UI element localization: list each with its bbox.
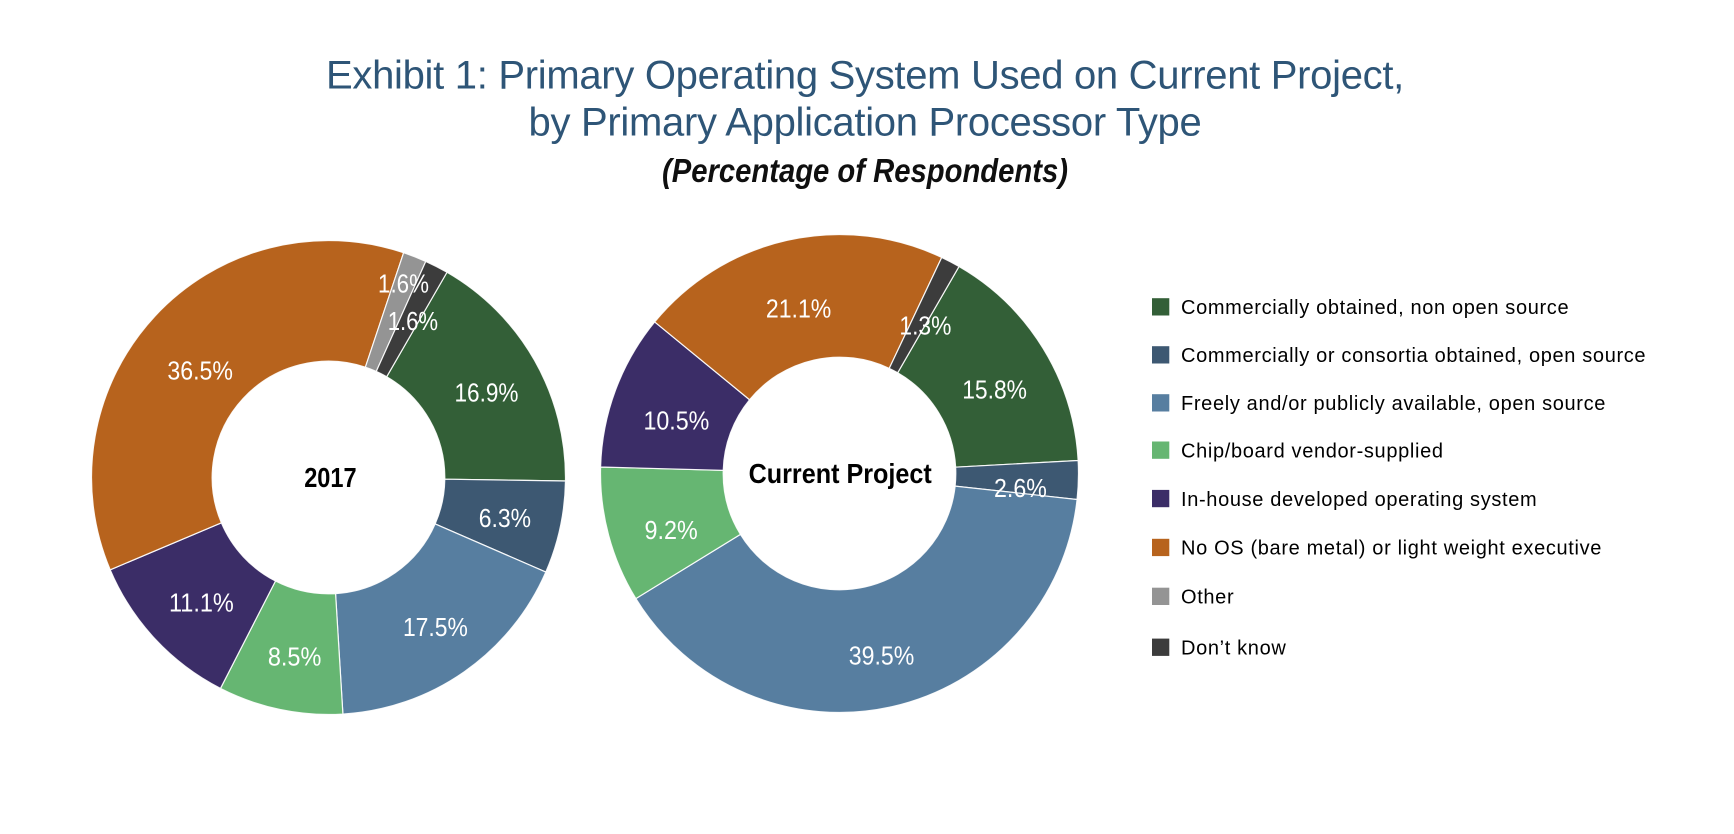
- svg-text:10.5%: 10.5%: [643, 406, 709, 436]
- svg-text:36.5%: 36.5%: [167, 356, 233, 386]
- svg-text:1.3%: 1.3%: [899, 311, 951, 341]
- svg-text:No OS (bare metal) or light we: No OS (bare metal) or light weight execu…: [1181, 538, 1602, 560]
- svg-text:6.3%: 6.3%: [479, 503, 531, 533]
- svg-text:Current Project: Current Project: [749, 458, 932, 489]
- svg-text:Chip/board vendor-supplied: Chip/board vendor-supplied: [1181, 440, 1444, 462]
- svg-text:15.8%: 15.8%: [962, 374, 1027, 404]
- svg-text:Don’t know: Don’t know: [1181, 638, 1286, 660]
- svg-text:39.5%: 39.5%: [849, 641, 915, 671]
- svg-text:Commercially or consortia obta: Commercially or consortia obtained, open…: [1181, 345, 1646, 367]
- svg-text:17.5%: 17.5%: [403, 612, 468, 642]
- svg-text:21.1%: 21.1%: [766, 294, 831, 324]
- svg-text:2.6%: 2.6%: [994, 473, 1047, 503]
- svg-text:Commercially obtained, non ope: Commercially obtained, non open source: [1181, 297, 1569, 319]
- svg-text:9.2%: 9.2%: [645, 515, 698, 545]
- svg-text:1.6%: 1.6%: [378, 269, 429, 299]
- svg-text:(Percentage of Respondents): (Percentage of Respondents): [662, 152, 1068, 189]
- svg-text:Other: Other: [1181, 587, 1234, 609]
- svg-text:8.5%: 8.5%: [268, 641, 322, 671]
- svg-text:by Primary Application Process: by Primary Application Processor Type: [529, 100, 1202, 144]
- svg-text:2017: 2017: [304, 462, 356, 493]
- svg-text:11.1%: 11.1%: [169, 588, 234, 618]
- svg-text:16.9%: 16.9%: [455, 378, 519, 408]
- svg-text:Freely and/or publicly availab: Freely and/or publicly available, open s…: [1181, 393, 1606, 415]
- svg-text:Exhibit 1: Primary Operating S: Exhibit 1: Primary Operating System Used…: [326, 53, 1404, 97]
- svg-text:1.6%: 1.6%: [388, 306, 438, 336]
- svg-text:In-house developed operating s: In-house developed operating system: [1181, 489, 1537, 511]
